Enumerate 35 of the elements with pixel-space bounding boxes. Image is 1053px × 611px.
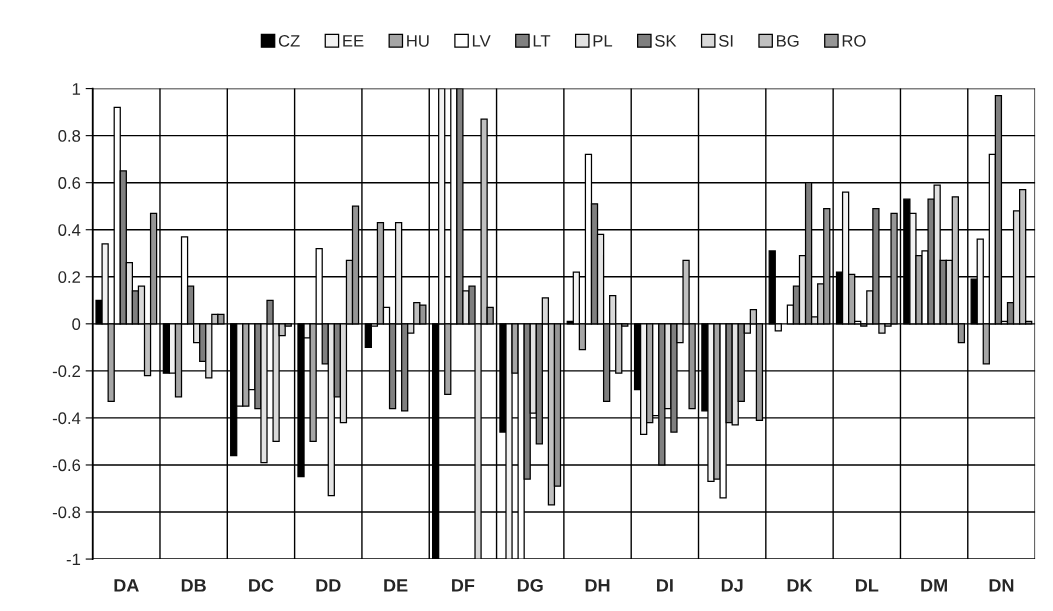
legend-label: RO xyxy=(842,34,866,47)
x-tick-label: DJ xyxy=(721,579,743,592)
legend-label: CZ xyxy=(278,34,300,47)
x-tick-label: DH xyxy=(585,579,610,592)
y-tick-label: -0.2 xyxy=(52,365,81,378)
y-tick-label: 0.8 xyxy=(58,130,81,142)
x-tick-label: DK xyxy=(787,579,813,592)
legend-label: BG xyxy=(777,34,799,47)
y-tick-label: 0.2 xyxy=(58,271,81,283)
x-tick-label: DC xyxy=(249,578,274,592)
legend-label: SI xyxy=(718,34,733,47)
legend-label: HU xyxy=(407,35,429,47)
x-tick-label: DG xyxy=(517,578,543,592)
legend-label: LT xyxy=(533,35,551,47)
y-tick-label: 1 xyxy=(72,83,81,95)
legend-label: LV xyxy=(472,35,491,47)
legend-label: SK xyxy=(655,34,677,47)
y-tick-label: -0.8 xyxy=(52,506,81,519)
y-tick-label: 0 xyxy=(72,318,81,331)
y-tick-label: -1 xyxy=(66,553,81,566)
x-tick-label: DI xyxy=(657,579,673,592)
y-tick-label: -0.4 xyxy=(52,412,81,425)
x-tick-label: DL xyxy=(855,579,879,592)
x-tick-label: DE xyxy=(384,579,408,592)
x-tick-label: DF xyxy=(452,579,475,592)
y-tick-label: -0.6 xyxy=(52,459,81,472)
x-tick-label: DB xyxy=(181,579,206,592)
y-tick-label: 0.4 xyxy=(58,224,81,236)
legend-label: EE xyxy=(343,35,364,47)
x-tick-label: DD xyxy=(316,579,341,592)
x-tick-label: DM xyxy=(921,579,947,592)
y-tick-label: 0.6 xyxy=(58,177,81,189)
x-tick-label: DA xyxy=(114,579,139,592)
legend-label: PL xyxy=(593,35,613,47)
x-tick-label: DN xyxy=(989,579,1014,592)
